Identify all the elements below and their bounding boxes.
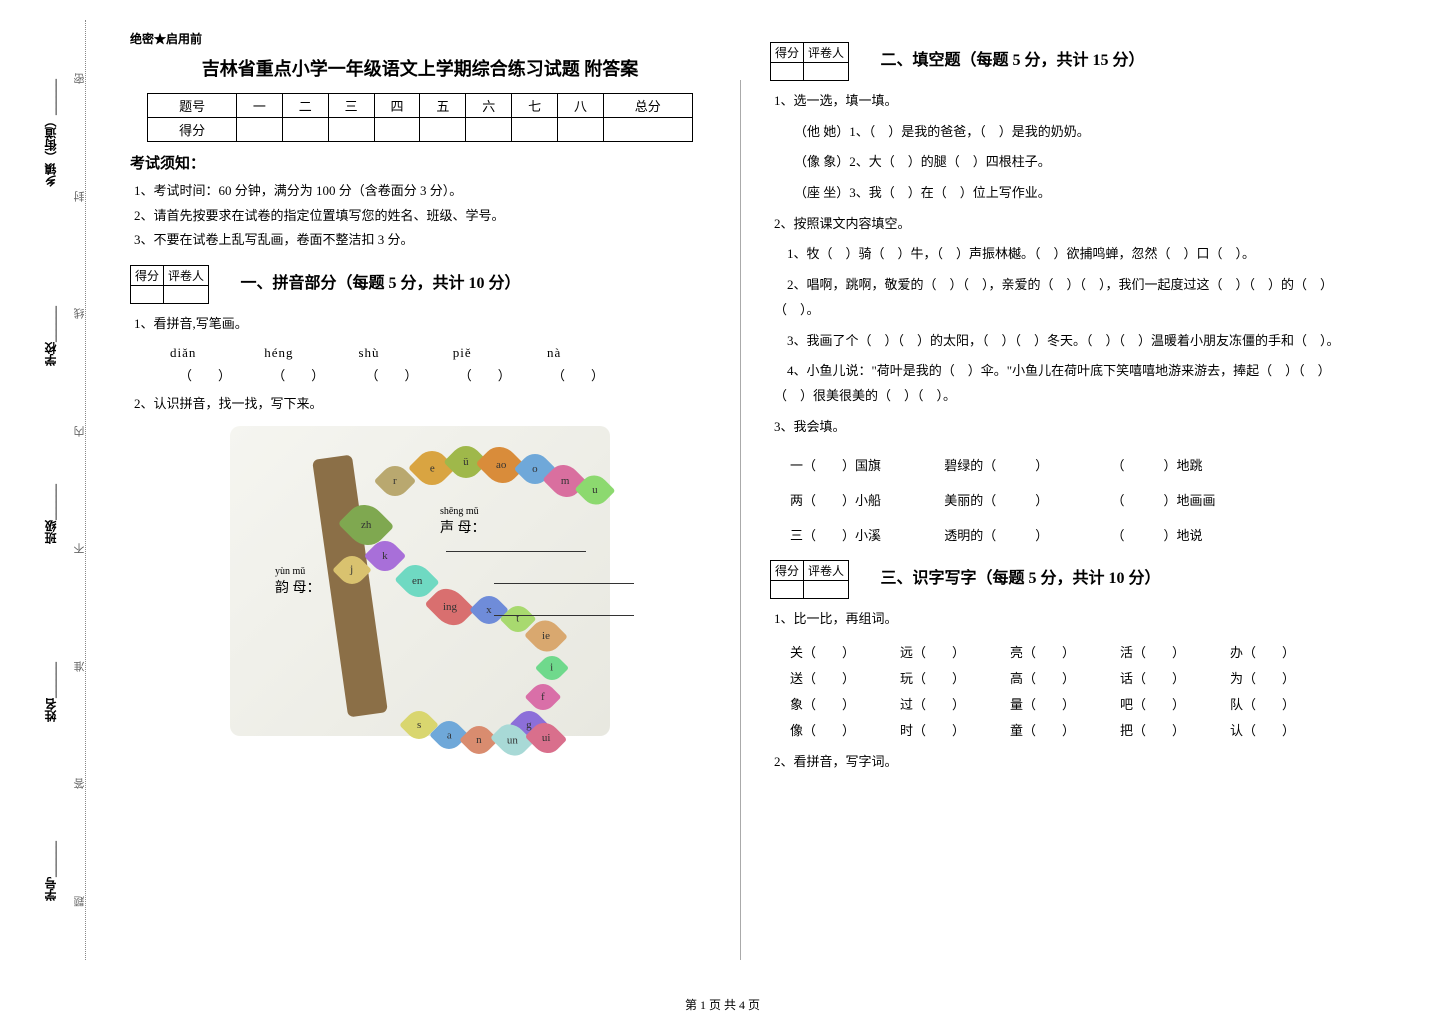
- paper-title: 吉林省重点小学一年级语文上学期综合练习试题 附答案: [130, 55, 710, 81]
- column-divider: [740, 80, 741, 960]
- p2-q1-l0: （他 她）1、（ ）是我的爸爸，（ ）是我的奶奶。: [794, 120, 1350, 145]
- leaf-i: i: [535, 651, 569, 685]
- p2-q2-l3: 4、小鱼儿说："荷叶是我的（ ）伞。"小鱼儿在荷叶底下笑嘻嘻地游来游去，捧起（ …: [774, 359, 1350, 408]
- p1-pinyin-row: diǎn héng shù piě nà: [170, 345, 710, 361]
- score-table: 题号 一 二 三 四 五 六 七 八 总分 得分: [147, 93, 692, 142]
- notice-1: 1、考试时间：60 分钟，满分为 100 分（含卷面分 3 分）。: [134, 179, 710, 204]
- p2-q1-l1: （像 象）2、大（ ）的腿（ ）四根柱子。: [794, 150, 1350, 175]
- notice-heading: 考试须知：: [130, 152, 710, 173]
- bind-l4: 学号______: [42, 841, 59, 901]
- score-header-row: 题号 一 二 三 四 五 六 七 八 总分: [148, 94, 692, 118]
- left-column: 绝密★启用前 吉林省重点小学一年级语文上学期综合练习试题 附答案 题号 一 二 …: [100, 20, 740, 960]
- p2-q2: 2、按照课文内容填空。: [774, 212, 1350, 237]
- p1-q1: 1、看拼音,写笔画。: [134, 312, 710, 337]
- bind-l0: 乡镇（街道）______: [42, 79, 59, 187]
- p2-q2-l0: 1、牧（ ）骑（ ）牛，（ ）声振林樾。（ ）欲捕鸣蝉，忽然（ ）口（ ）。: [774, 242, 1350, 267]
- secret-label: 绝密★启用前: [130, 30, 710, 47]
- shengmu-label: shēng mǔ 声 母：: [440, 506, 634, 617]
- binding-inner-labels: 密 封 线 内 不 准 答 题: [65, 20, 95, 960]
- score-box-3: 得分评卷人: [770, 560, 849, 599]
- page-footer: 第 1 页 共 4 页: [0, 996, 1445, 1013]
- p2-q3: 3、我会填。: [774, 415, 1350, 440]
- binding-dotted-line: [85, 20, 86, 960]
- blank-line: [446, 538, 586, 552]
- score-box-1: 得分评卷人: [130, 265, 209, 304]
- p2-q1-l2: （座 坐）3、我（ ）在（ ）位上写作业。: [794, 181, 1350, 206]
- p2-q1: 1、选一选，填一填。: [774, 89, 1350, 114]
- grid-row-0: 关（ ）远（ ）亮（ ）活（ ）办（ ）: [790, 640, 1350, 666]
- p2-q3-r0: 一（ ）国旗 碧绿的（ ） （ ）地跳: [790, 455, 1350, 474]
- part1-header: 得分评卷人 一、拼音部分（每题 5 分，共计 10 分）: [130, 265, 710, 304]
- p3-q2: 2、看拼音，写字词。: [774, 750, 1350, 775]
- p2-q2-l1: 2、唱啊，跳啊，敬爱的（ ）（ ），亲爱的（ ）（ ），我们一起度过这（ ）（ …: [774, 273, 1350, 322]
- page: 绝密★启用前 吉林省重点小学一年级语文上学期综合练习试题 附答案 题号 一 二 …: [100, 20, 1380, 960]
- score-box-2: 得分评卷人: [770, 42, 849, 81]
- p3-q1: 1、比一比，再组词。: [774, 607, 1350, 632]
- part3-title: 三、识字写字（每题 5 分，共计 10 分）: [881, 564, 1161, 588]
- binding-outer-labels: 乡镇（街道）______ 学校______ 班级______ 姓名______ …: [35, 20, 65, 960]
- right-column: 得分评卷人 二、填空题（每题 5 分，共计 15 分） 1、选一选，填一填。 （…: [740, 20, 1380, 960]
- notice-2: 2、请首先按要求在试卷的指定位置填写您的姓名、班级、学号。: [134, 204, 710, 229]
- part3-header: 得分评卷人 三、识字写字（每题 5 分，共计 10 分）: [770, 560, 1350, 599]
- score-value-row: 得分: [148, 118, 692, 142]
- part2-header: 得分评卷人 二、填空题（每题 5 分，共计 15 分）: [770, 42, 1350, 81]
- grid-row-3: 像（ ）时（ ）童（ ）把（ ）认（ ）: [790, 718, 1350, 744]
- yunmu-label: yùn mǔ 韵 母：: [275, 566, 321, 597]
- part1-title: 一、拼音部分（每题 5 分，共计 10 分）: [241, 269, 521, 293]
- grid-row-1: 送（ ）玩（ ）高（ ）话（ ）为（ ）: [790, 666, 1350, 692]
- bind-l2: 班级______: [42, 484, 59, 544]
- bind-l1: 学校______: [42, 306, 59, 366]
- part2-title: 二、填空题（每题 5 分，共计 15 分）: [881, 46, 1145, 70]
- notice-3: 3、不要在试卷上乱写乱画，卷面不整洁扣 3 分。: [134, 228, 710, 253]
- p1-q2: 2、认识拼音，找一找，写下来。: [134, 392, 710, 417]
- pinyin-tree-figure: reüaoomuzhjkeningxtieifgsanunui shēng mǔ…: [230, 426, 610, 736]
- p1-paren-row: （ ） （ ） （ ） （ ） （ ）: [160, 365, 710, 384]
- p2-q3-r1: 两（ ）小船 美丽的（ ） （ ）地画画: [790, 490, 1350, 509]
- binding-strip: 乡镇（街道）______ 学校______ 班级______ 姓名______ …: [35, 20, 95, 960]
- p2-q3-r2: 三（ ）小溪 透明的（ ） （ ）地说: [790, 525, 1350, 544]
- p2-q2-l2: 3、我画了个（ ）（ ）的太阳，（ ）（ ）冬天。（ ）（ ）温暖着小朋友冻僵的…: [774, 329, 1350, 354]
- p3-grid: 关（ ）远（ ）亮（ ）活（ ）办（ ） 送（ ）玩（ ）高（ ）话（ ）为（ …: [790, 640, 1350, 744]
- bind-l3: 姓名______: [42, 662, 59, 722]
- tree-trunk: [312, 455, 388, 718]
- grid-row-2: 象（ ）过（ ）量（ ）吧（ ）队（ ）: [790, 692, 1350, 718]
